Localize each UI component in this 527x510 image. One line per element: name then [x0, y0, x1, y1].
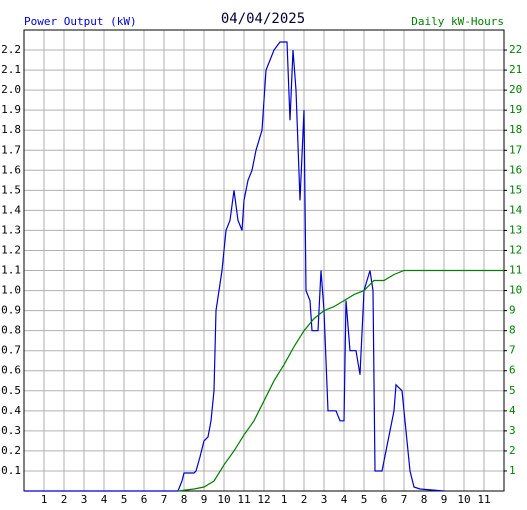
- y2-tick-label: 5: [509, 384, 516, 397]
- y-axis-label: Power Output (kW): [24, 15, 137, 28]
- y-tick-label: 1.1: [1, 264, 21, 277]
- x-tick-label: 3: [81, 493, 88, 506]
- y2-tick-label: 18: [509, 123, 522, 136]
- y-tick-label: 1.2: [1, 243, 21, 256]
- x-tick-label: 2: [301, 493, 308, 506]
- y-tick-label: 1.8: [1, 123, 21, 136]
- y2-tick-label: 8: [509, 324, 516, 337]
- y2-tick-label: 1: [509, 464, 516, 477]
- y2-tick-label: 10: [509, 284, 522, 297]
- x-tick-label: 1: [281, 493, 288, 506]
- y-tick-label: 1.4: [1, 203, 21, 216]
- y2-tick-label: 21: [509, 63, 522, 76]
- y2-tick-label: 2: [509, 444, 516, 457]
- y-tick-label: 0.8: [1, 324, 21, 337]
- y2-tick-label: 13: [509, 223, 522, 236]
- x-tick-label: 1: [41, 493, 48, 506]
- x-tick-label: 6: [381, 493, 388, 506]
- y-tick-label: 0.1: [1, 464, 21, 477]
- series-line: [24, 41, 445, 492]
- x-tick-label: 8: [421, 493, 428, 506]
- chart-title: 04/04/2025: [221, 11, 305, 27]
- x-tick-label: 2: [61, 493, 68, 506]
- y2-tick-label: 20: [509, 83, 522, 96]
- y2-tick-label: 11: [509, 264, 522, 277]
- x-tick-label: 12: [257, 493, 270, 506]
- x-tick-label: 11: [477, 493, 490, 506]
- y2-tick-label: 14: [509, 203, 523, 216]
- x-tick-label: 4: [101, 493, 108, 506]
- x-tick-label: 4: [341, 493, 348, 506]
- y-tick-label: 2.0: [1, 83, 21, 96]
- y2-tick-label: 4: [509, 404, 516, 417]
- y2-tick-label: 3: [509, 424, 516, 437]
- y-tick-label: 0.3: [1, 424, 21, 437]
- y2-axis-label: Daily kW-Hours: [411, 15, 504, 28]
- y-tick-label: 1.9: [1, 103, 21, 116]
- x-tick-label: 5: [121, 493, 128, 506]
- y2-tick-label: 7: [509, 344, 516, 357]
- x-tick-label: 3: [321, 493, 328, 506]
- series-line: [177, 269, 504, 492]
- y2-tick-label: 12: [509, 243, 522, 256]
- y2-tick-label: 9: [509, 304, 516, 317]
- y-tick-label: 1.6: [1, 163, 21, 176]
- x-tick-label: 7: [401, 493, 408, 506]
- x-tick-label: 9: [201, 493, 208, 506]
- y-tick-label: 0.7: [1, 344, 21, 357]
- x-tick-label: 10: [457, 493, 470, 506]
- x-tick-label: 9: [441, 493, 448, 506]
- x-tick-label: 10: [217, 493, 230, 506]
- y-tick-label: 0.5: [1, 384, 21, 397]
- x-tick-label: 5: [361, 493, 368, 506]
- plot-frame: [23, 29, 505, 492]
- y-tick-label: 0.6: [1, 364, 21, 377]
- y-tick-label: 1.7: [1, 143, 21, 156]
- x-tick-label: 7: [161, 493, 168, 506]
- x-tick-label: 6: [141, 493, 148, 506]
- y-tick-label: 0.9: [1, 304, 21, 317]
- y2-tick-label: 16: [509, 163, 522, 176]
- y2-tick-label: 22: [509, 43, 522, 56]
- y2-tick-label: 15: [509, 183, 522, 196]
- y2-tick-label: 19: [509, 103, 522, 116]
- y2-tick-label: 6: [509, 364, 516, 377]
- y-tick-label: 1.0: [1, 284, 21, 297]
- y-tick-label: 0.2: [1, 444, 21, 457]
- y-tick-label: 1.5: [1, 183, 21, 196]
- x-tick-label: 8: [181, 493, 188, 506]
- y-tick-label: 2.1: [1, 63, 21, 76]
- y2-tick-label: 17: [509, 143, 522, 156]
- y-tick-label: 1.3: [1, 223, 21, 236]
- y-tick-label: 0.4: [1, 404, 21, 417]
- x-tick-label: 11: [237, 493, 250, 506]
- y-tick-label: 2.2: [1, 43, 21, 56]
